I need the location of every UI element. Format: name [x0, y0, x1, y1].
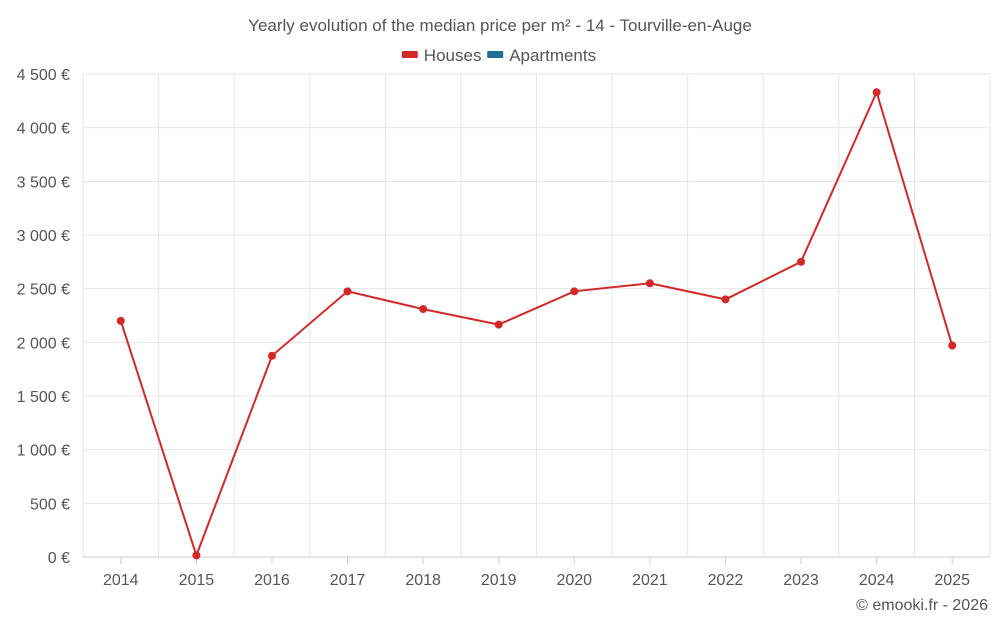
- y-tick-label: 500 €: [30, 496, 70, 513]
- data-point[interactable]: [872, 88, 881, 97]
- y-tick-label: 1 000 €: [17, 443, 70, 460]
- data-point[interactable]: [192, 551, 201, 560]
- y-tick-label: 2 500 €: [17, 282, 70, 299]
- data-point[interactable]: [645, 279, 654, 288]
- data-point[interactable]: [419, 305, 428, 314]
- x-tick-label: 2015: [179, 572, 215, 589]
- data-point[interactable]: [721, 295, 730, 304]
- legend-label[interactable]: Houses: [424, 46, 482, 65]
- legend-swatch: [401, 51, 418, 58]
- x-tick-label: 2018: [405, 572, 441, 589]
- legend-label[interactable]: Apartments: [509, 46, 596, 65]
- x-tick-label: 2023: [783, 572, 819, 589]
- data-point[interactable]: [494, 320, 503, 329]
- x-tick-label: 2014: [103, 572, 139, 589]
- legend: Houses Apartments: [401, 46, 596, 65]
- data-point[interactable]: [948, 341, 957, 350]
- data-point[interactable]: [116, 316, 125, 325]
- x-tick-label: 2016: [254, 572, 290, 589]
- x-tick-label: 2024: [859, 572, 895, 589]
- y-tick-label: 3 000 €: [17, 228, 70, 245]
- data-point[interactable]: [267, 351, 276, 360]
- y-tick-label: 1 500 €: [17, 389, 70, 406]
- x-tick-label: 2019: [481, 572, 517, 589]
- x-tick-label: 2021: [632, 572, 668, 589]
- x-tick-label: 2025: [934, 572, 970, 589]
- data-point[interactable]: [797, 257, 806, 266]
- axes: 0 € 500 € 1 000 € 1 500 € 2 000 € 2 500 € 3 00…: [17, 67, 990, 589]
- x-tick-label: 2020: [556, 572, 592, 589]
- chart-title: Yearly evolution of the median price per…: [248, 16, 752, 35]
- y-tick-label: 4 500 €: [17, 67, 70, 84]
- data-point[interactable]: [343, 287, 352, 296]
- y-tick-label: 2 000 €: [17, 335, 70, 352]
- x-tick-label: 2017: [330, 572, 366, 589]
- series: [116, 88, 957, 560]
- x-tick-label: 2022: [708, 572, 744, 589]
- grid: [82, 73, 991, 557]
- y-tick-label: 4 000 €: [17, 121, 70, 138]
- series-line-houses: [119, 89, 954, 559]
- y-tick-label: 3 500 €: [17, 174, 70, 191]
- data-point[interactable]: [570, 287, 579, 296]
- credit-text: © emooki.fr - 2026: [856, 597, 988, 614]
- y-tick-label: 0 €: [48, 550, 70, 567]
- legend-swatch: [487, 51, 504, 58]
